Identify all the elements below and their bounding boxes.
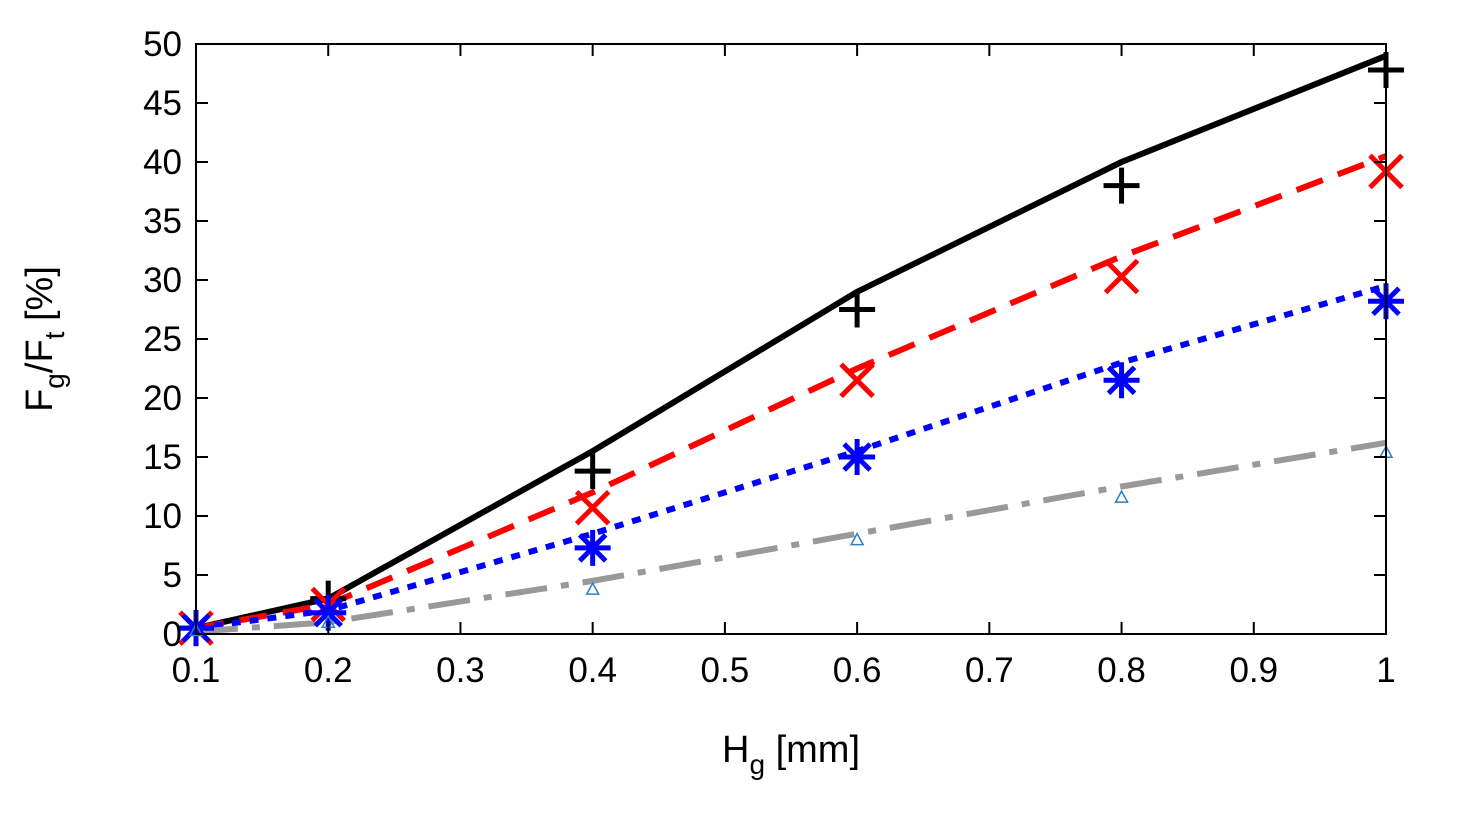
points-cross-point-3	[839, 362, 875, 399]
x-axis-label: Hg [mm]	[722, 729, 860, 780]
y-tick-label-8: 40	[143, 143, 182, 182]
points-triangle-glyph-3	[849, 532, 865, 546]
y-axis-label-num-sub: g	[39, 373, 70, 389]
series-points-plus	[178, 51, 1404, 647]
points-plus-point-3	[839, 291, 876, 328]
points-cross-point-4	[1103, 258, 1140, 295]
y-axis-label-num: F	[19, 389, 61, 412]
points-triangle-glyph-2	[585, 581, 600, 595]
points-cross-glyph-4	[1103, 258, 1140, 295]
x-tick-label-5: 0.6	[833, 651, 882, 690]
plot-marks	[178, 51, 1404, 647]
points-triangle-point-0	[188, 622, 204, 637]
y-tick-label-10: 50	[143, 25, 182, 64]
y-axis-label: Fg/Ft [%]	[19, 266, 70, 412]
points-star-glyph-2	[574, 529, 611, 566]
points-star-glyph-4	[1103, 362, 1140, 399]
series-line-3	[195, 283, 1387, 632]
y-axis-label-den: F	[19, 339, 61, 362]
points-cross-glyph-3	[839, 362, 875, 399]
points-triangle-glyph-0	[188, 622, 204, 637]
points-star-point-2	[574, 529, 611, 566]
y-tick-label-6: 30	[143, 261, 182, 300]
x-tick-label-6: 0.7	[965, 651, 1014, 690]
series-points-triangle	[188, 444, 1394, 637]
points-star-glyph-3	[839, 439, 876, 475]
y-tick-label-2: 10	[143, 497, 182, 536]
y-tick-label-1: 5	[163, 556, 182, 595]
x-tick-label-1: 0.2	[304, 651, 353, 690]
x-tick-label-0: 0.1	[172, 651, 221, 690]
series-line-2	[195, 153, 1388, 632]
y-tick-label-0: 0	[163, 615, 182, 654]
x-tick-label-4: 0.5	[701, 651, 750, 690]
series-line-4	[195, 439, 1387, 635]
x-axis-label-sub: g	[749, 749, 765, 780]
tick-labels: 0.1 0.2 0.3 0.4 0.5 0.6 0.7 0.8 0.9 1051015202530…	[143, 25, 1396, 690]
points-star-glyph-1	[310, 594, 347, 631]
x-axis-label-unit: [mm]	[765, 729, 860, 771]
x-axis-label-main: H	[722, 729, 749, 771]
y-tick-label-9: 45	[143, 84, 182, 123]
points-plus-point-4	[1103, 167, 1140, 204]
y-tick-label-5: 25	[143, 320, 182, 359]
points-plus-point-2	[574, 453, 611, 490]
y-axis-label-slash: /	[19, 362, 61, 373]
points-plus-glyph-4	[1103, 167, 1140, 204]
points-triangle-point-3	[849, 532, 865, 546]
points-plus-glyph-3	[839, 291, 876, 328]
points-star-point-4	[1103, 362, 1140, 399]
points-triangle-glyph-4	[1114, 489, 1129, 503]
y-axis-label-unit: [%]	[19, 266, 61, 331]
y-tick-label-4: 20	[143, 379, 182, 418]
x-tick-label-7: 0.8	[1097, 651, 1146, 690]
points-triangle-point-4	[1114, 489, 1129, 503]
points-star-point-1	[310, 594, 347, 631]
points-cross-point-2	[574, 489, 611, 526]
x-tick-label-3: 0.4	[568, 651, 617, 690]
y-tick-label-7: 35	[143, 202, 182, 241]
points-triangle-point-2	[585, 581, 600, 595]
y-axis-label-den-sub: t	[39, 331, 70, 339]
points-plus-glyph-2	[574, 453, 611, 490]
series-line-1	[195, 53, 1388, 632]
points-cross-glyph-2	[574, 489, 611, 526]
x-tick-label-2: 0.3	[436, 651, 485, 690]
x-tick-label-8: 0.9	[1229, 651, 1278, 690]
points-star-point-3	[839, 439, 876, 475]
y-tick-label-3: 15	[143, 438, 182, 477]
axis-ticks	[195, 43, 1387, 635]
series-points-star	[178, 283, 1404, 647]
x-tick-label-9: 1	[1376, 651, 1395, 690]
plot-frame	[195, 43, 1387, 635]
